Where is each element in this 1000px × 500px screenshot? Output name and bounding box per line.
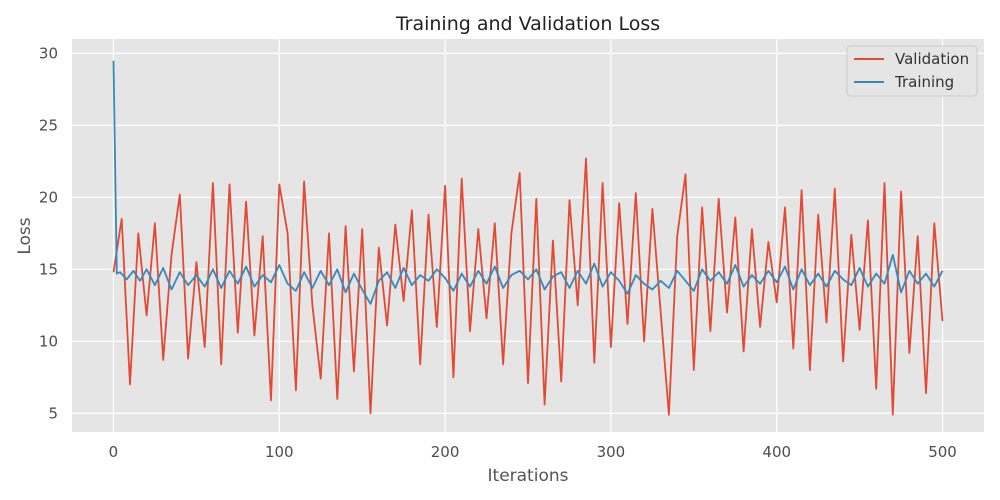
x-axis-title: Iterations — [488, 466, 569, 486]
y-tick-label: 10 — [39, 332, 58, 350]
x-tick-label: 500 — [928, 443, 957, 461]
chart-title: Training and Validation Loss — [395, 13, 660, 35]
legend-label-training: Training — [894, 73, 954, 91]
y-tick-label: 15 — [39, 260, 58, 278]
y-tick-label: 30 — [39, 44, 58, 62]
x-tick-label: 300 — [597, 443, 626, 461]
x-tick-label: 0 — [109, 443, 119, 461]
x-axis-ticks: 0 100 200 300 400 500 — [109, 443, 957, 461]
y-tick-label: 20 — [39, 188, 58, 206]
x-tick-label: 100 — [265, 443, 294, 461]
grid-lines — [72, 39, 984, 432]
y-axis-ticks: 5 10 15 20 25 30 — [39, 44, 58, 422]
legend-label-validation: Validation — [895, 50, 969, 68]
x-tick-label: 200 — [431, 443, 460, 461]
legend: Validation Training — [846, 45, 978, 97]
y-tick-label: 25 — [39, 116, 58, 134]
series-line-validation — [112, 157, 944, 416]
y-axis-title: Loss — [15, 217, 35, 254]
y-tick-label: 5 — [48, 404, 58, 422]
series-line-training — [112, 60, 944, 305]
x-tick-label: 400 — [762, 443, 791, 461]
series-lines — [112, 60, 944, 416]
